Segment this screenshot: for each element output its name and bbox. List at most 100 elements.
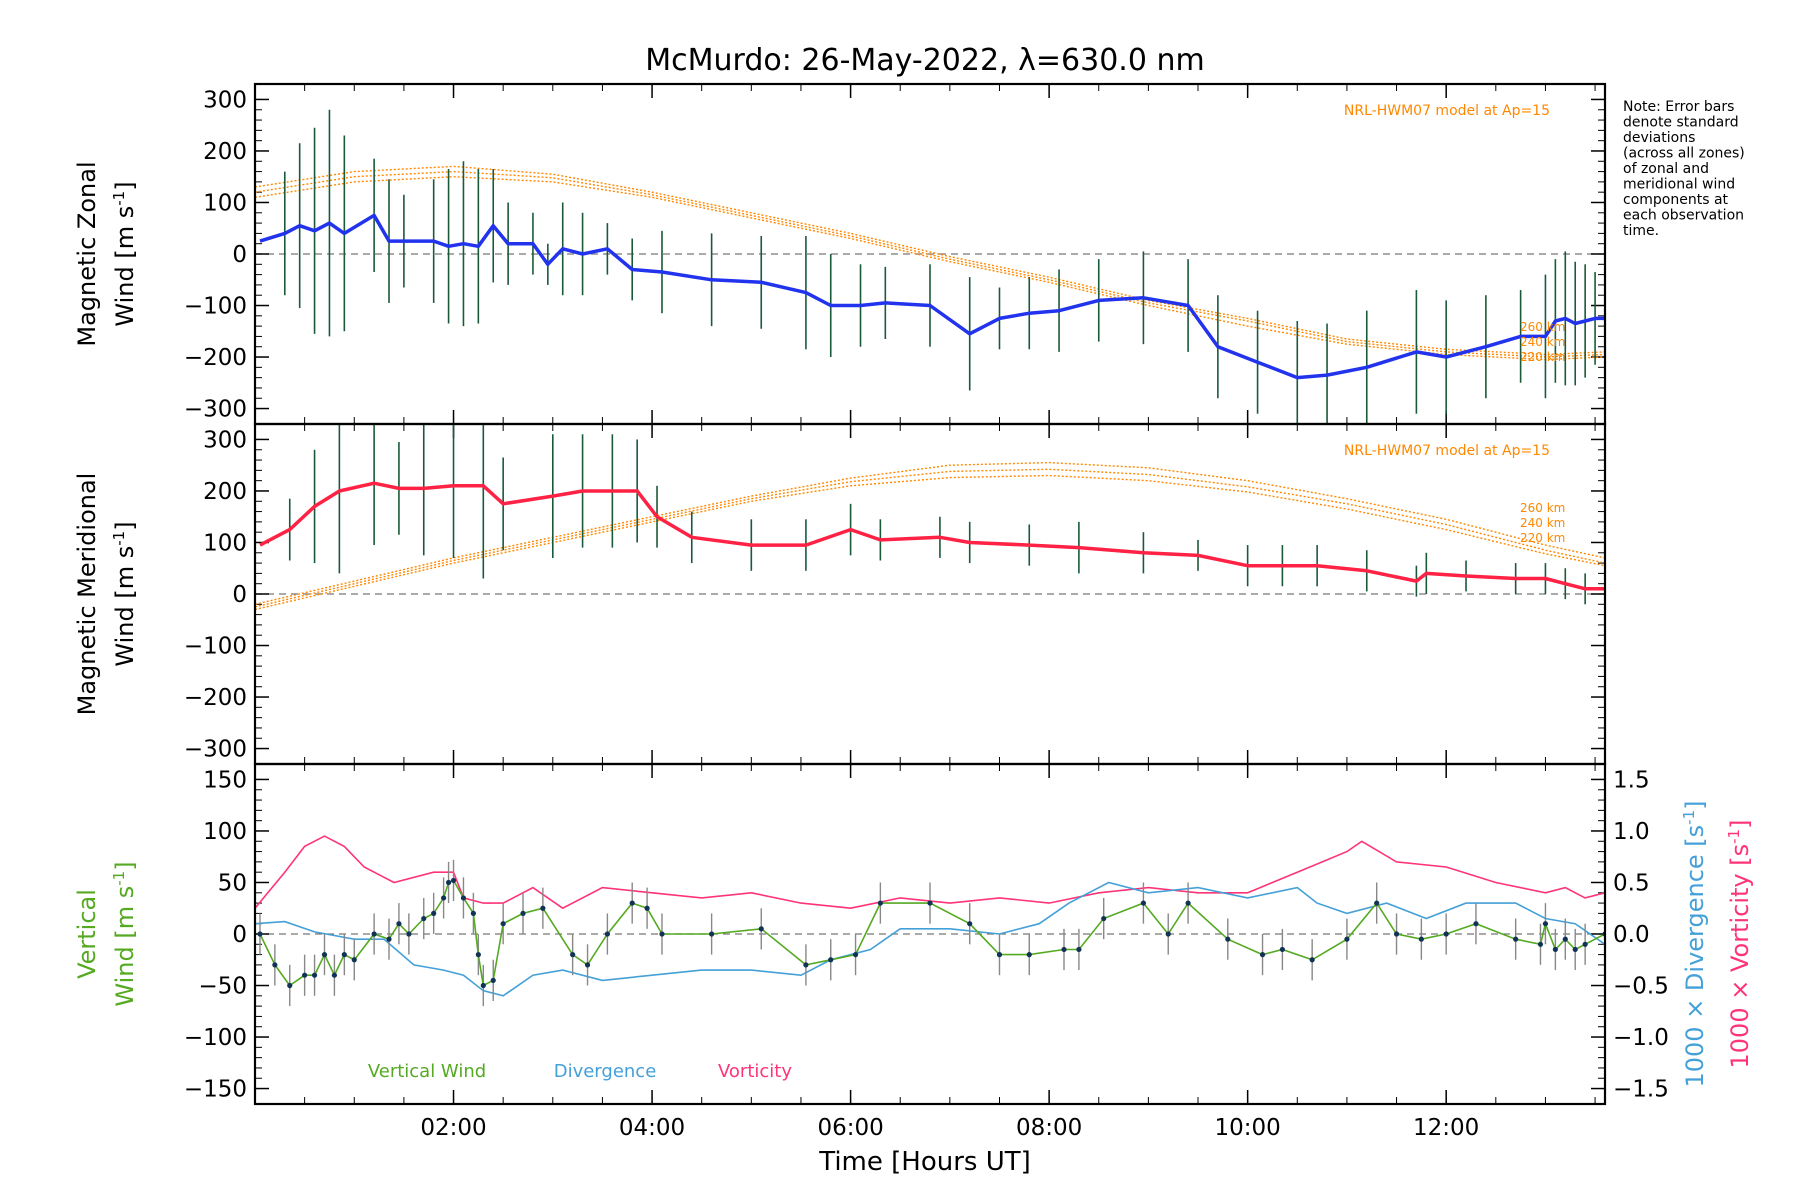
vertical-wind-point — [500, 921, 506, 927]
model-curve — [255, 175, 1605, 361]
vertical-wind-point — [1185, 900, 1191, 906]
vertical-wind-point — [331, 972, 338, 978]
note-line: time. — [1623, 223, 1659, 239]
vertical-wind-point — [1537, 941, 1544, 947]
vertical-wind-point — [480, 982, 486, 989]
vertical-wind-point — [1552, 946, 1558, 953]
plot-area — [255, 424, 1605, 611]
altitude-label: 220 km — [1520, 350, 1565, 364]
vertical-wind-point — [996, 952, 1003, 958]
note-line: denote standard — [1623, 115, 1739, 131]
y-tick-label: 100 — [203, 819, 247, 845]
y-tick-label: −300 — [184, 737, 247, 763]
vertical-wind-point — [287, 982, 293, 989]
vertical-wind-point — [272, 962, 278, 968]
altitude-label: 260 km — [1520, 501, 1565, 515]
vertical-wind-point — [1542, 921, 1549, 927]
y-tick-label: −200 — [184, 685, 247, 711]
vertical-wind-point — [445, 879, 452, 886]
vertical-wind-point — [1225, 936, 1231, 942]
y2-tick-label: 1.0 — [1613, 819, 1650, 845]
note-line: of zonal and — [1623, 161, 1709, 177]
vertical-wind-point — [431, 910, 437, 916]
model-curve — [255, 170, 1605, 358]
vertical-wind-point — [520, 910, 526, 916]
vertical-wind-point — [460, 895, 467, 901]
vertical-wind-point — [1393, 931, 1400, 937]
y2-tick-label: 1.5 — [1613, 767, 1650, 793]
vertical-wind-point — [540, 905, 546, 911]
vertical-wind-point — [852, 952, 859, 958]
y-tick-label: −200 — [184, 345, 247, 371]
vertical-wind-panel: −150 −100 −50 0 50 100 150 −1.5 −1.0 −0.5 0.0 0.5 1.… — [73, 762, 1754, 1141]
vertical-wind-point — [1418, 936, 1424, 942]
x-tick-label: 12:00 — [1413, 1115, 1479, 1141]
vertical-wind-point — [1513, 936, 1519, 942]
vertical-wind-point — [311, 972, 318, 978]
vertical-wind-point — [1259, 952, 1266, 958]
y-tick-label: −300 — [184, 397, 247, 423]
vertical-wind-point — [1061, 946, 1067, 953]
note-line: Note: Error bars — [1623, 99, 1734, 115]
y-tick-label: 50 — [218, 870, 247, 896]
y-axis-label: Wind [m s-1] — [110, 521, 139, 666]
altitude-label: 240 km — [1520, 516, 1565, 530]
y-axis-label: Wind [m s-1] — [110, 861, 139, 1006]
plot-area — [255, 109, 1605, 424]
note-line: meridional wind — [1623, 177, 1735, 193]
altitude-label: 220 km — [1520, 531, 1565, 545]
model-curve — [255, 461, 1605, 605]
vertical-wind-point — [1572, 946, 1578, 953]
y-tick-label: −100 — [184, 294, 247, 320]
y2-tick-label: 0.0 — [1613, 922, 1650, 948]
vertical-wind-point — [1026, 952, 1032, 958]
altitude-label: 240 km — [1520, 335, 1565, 349]
legend-item: Vertical Wind — [368, 1061, 486, 1082]
vertical-wind-point — [257, 931, 263, 937]
vertical-wind-point — [659, 931, 665, 937]
x-tick-label: 10:00 — [1214, 1115, 1280, 1141]
plot-area — [255, 835, 1605, 1007]
model-label: NRL-HWM07 model at Ap=15 — [1344, 443, 1550, 459]
model-label: NRL-HWM07 model at Ap=15 — [1344, 103, 1550, 119]
y2-tick-label: −0.5 — [1613, 974, 1669, 1000]
y-tick-label: 100 — [203, 530, 247, 556]
vertical-wind-point — [803, 962, 809, 968]
vertical-wind-point — [758, 926, 764, 932]
vertical-wind-point — [321, 952, 328, 958]
vertical-wind-line — [259, 879, 1605, 987]
y-tick-label: −100 — [184, 634, 247, 660]
vertical-wind-point — [351, 957, 357, 963]
zonal-wind-panel: −300 −200 −100 0 100 200 300 NRL-HWM07 model at… — [73, 82, 1607, 426]
vertical-wind-point — [396, 921, 402, 927]
vertical-wind-point — [709, 931, 715, 937]
meridional-wind-line — [259, 481, 1605, 591]
legend-item: Vorticity — [718, 1061, 792, 1082]
vertical-wind-point — [1374, 900, 1380, 906]
panel-frame — [253, 762, 1607, 1106]
x-tick-label: 02:00 — [420, 1115, 486, 1141]
note-line: each observation — [1623, 208, 1744, 224]
x-tick-label: 04:00 — [619, 1115, 685, 1141]
vertical-wind-point — [644, 905, 650, 911]
vertical-wind-point — [1473, 921, 1479, 927]
vertical-wind-point — [967, 921, 973, 927]
vertical-wind-point — [1076, 946, 1082, 953]
note-line: components at — [1623, 192, 1729, 208]
y2-axis-label: 1000 × Divergence [s-1] — [1680, 800, 1709, 1087]
x-tick-label: 08:00 — [1016, 1115, 1082, 1141]
zonal-wind-line — [259, 213, 1605, 380]
vertical-wind-point — [1562, 936, 1568, 942]
y-tick-label: 200 — [203, 139, 247, 165]
vertical-wind-point — [441, 895, 447, 901]
legend-item: Divergence — [554, 1061, 657, 1082]
y-tick-label: 200 — [203, 479, 247, 505]
y-axis-label: Wind [m s-1] — [110, 181, 139, 326]
vertical-wind-point — [1443, 931, 1449, 937]
y-axis-label: Vertical — [73, 889, 101, 979]
vertical-wind-point — [1165, 931, 1171, 937]
x-tick-label: 06:00 — [817, 1115, 883, 1141]
y-tick-label: 0 — [232, 582, 247, 608]
